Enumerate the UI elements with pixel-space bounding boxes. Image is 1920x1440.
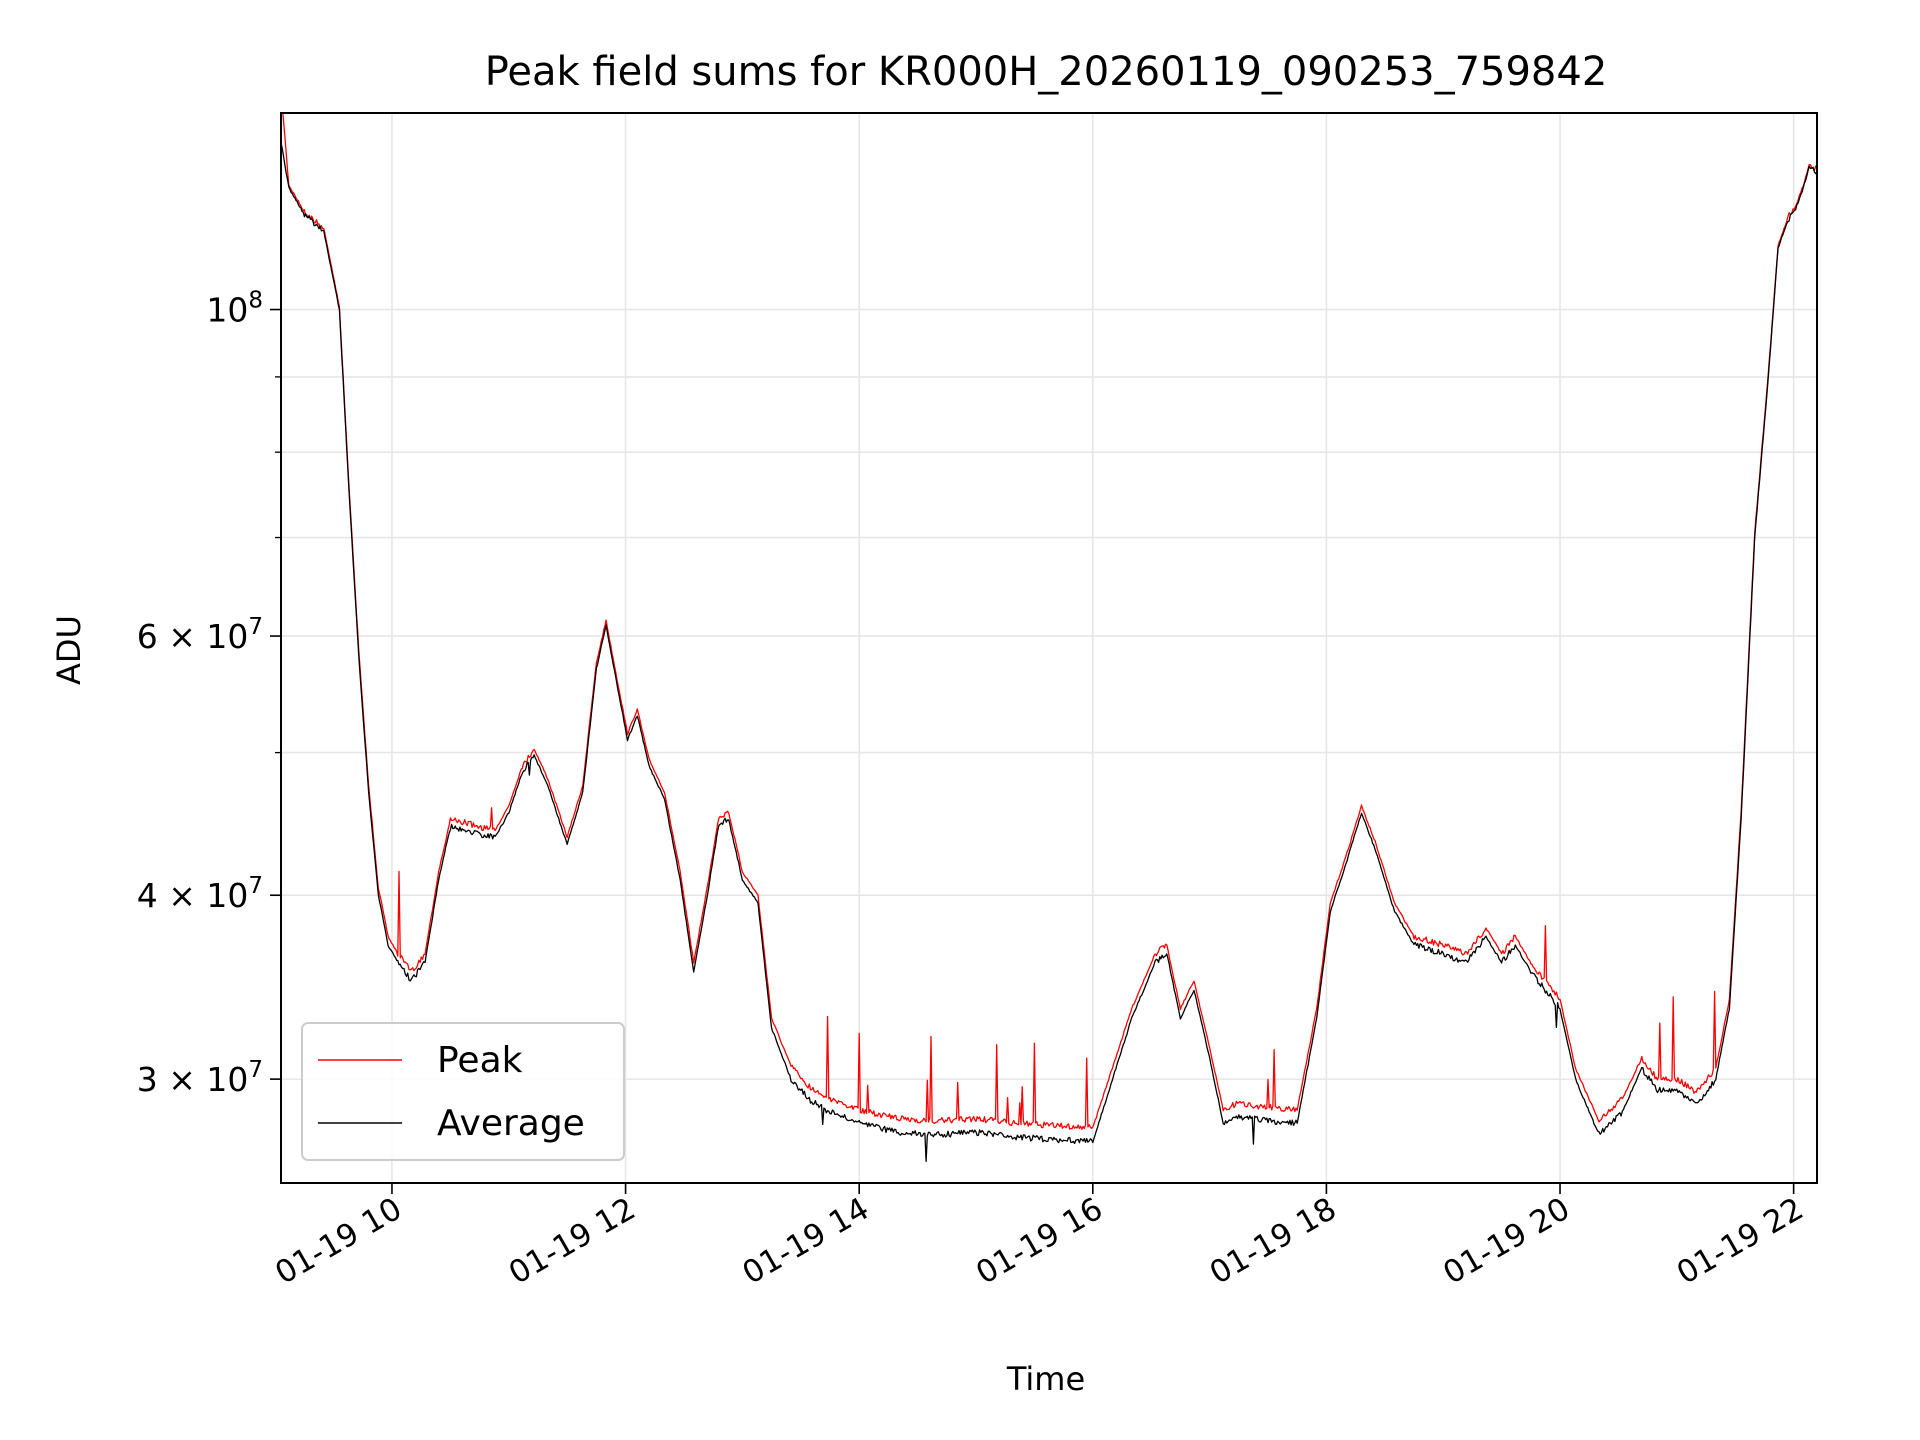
chart-title: Peak field sums for KR000H_20260119_0902… xyxy=(485,49,1608,95)
legend-label-peak: Peak xyxy=(437,1040,523,1081)
y-tick-label: 4 × 107 xyxy=(137,873,263,915)
y-axis-label: ADU xyxy=(50,615,88,685)
series-line-average xyxy=(281,142,1817,1162)
plot-frame xyxy=(280,112,1818,1184)
y-tick-label: 3 × 107 xyxy=(137,1057,263,1099)
y-tick-label: 108 xyxy=(206,288,263,330)
x-axis-label: Time xyxy=(1006,1360,1085,1398)
y-tick-label: 6 × 107 xyxy=(137,614,263,656)
legend-label-average: Average xyxy=(437,1103,585,1144)
legend-box xyxy=(301,1022,625,1161)
data-series xyxy=(281,113,1817,1162)
legend: Peak Average xyxy=(301,1022,625,1161)
series-line-peak xyxy=(281,113,1817,1130)
